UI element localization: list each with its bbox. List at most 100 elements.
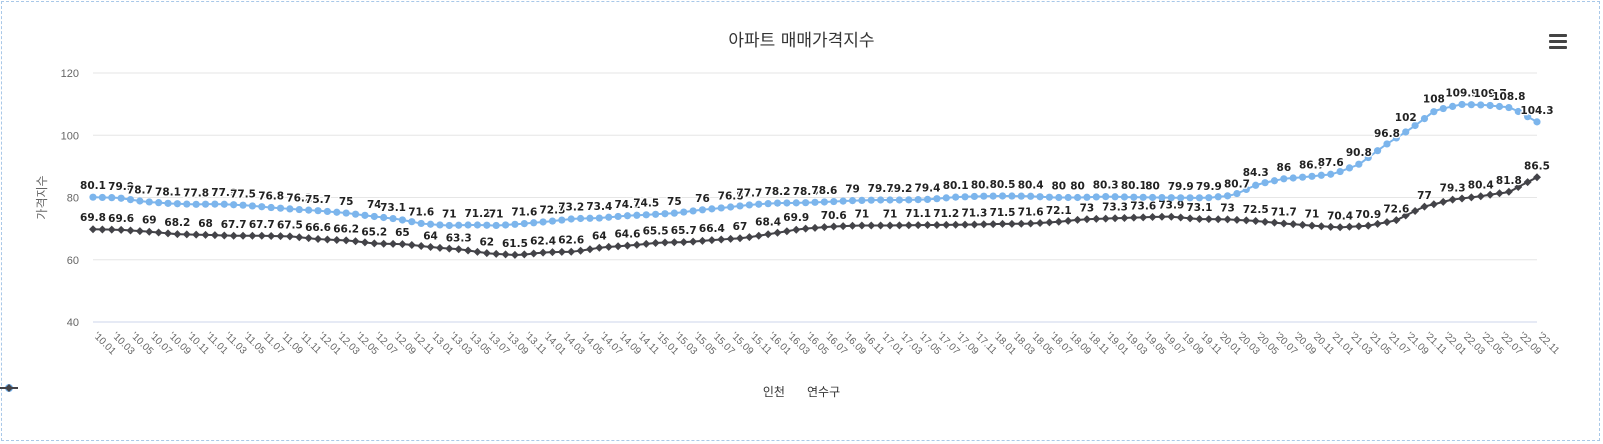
data-point xyxy=(1420,202,1429,211)
data-label: 80.4 xyxy=(1018,179,1044,191)
data-label: 74.5 xyxy=(633,198,659,210)
data-point xyxy=(979,220,988,229)
data-point xyxy=(717,235,726,244)
data-point xyxy=(389,239,398,248)
data-point xyxy=(454,245,463,254)
data-point xyxy=(1242,185,1250,194)
data-point xyxy=(370,212,378,221)
data-point xyxy=(595,243,604,252)
data-label: 72.5 xyxy=(1243,204,1269,216)
data-label: 86 xyxy=(1277,162,1292,174)
data-label: 70.9 xyxy=(1355,209,1381,221)
data-point xyxy=(98,193,106,202)
data-label: 78.3 xyxy=(793,186,819,198)
data-label: 73 xyxy=(1080,202,1095,214)
data-point xyxy=(998,219,1007,228)
data-point xyxy=(923,221,932,230)
data-label: 68.4 xyxy=(755,217,781,229)
data-point xyxy=(754,231,763,240)
data-point xyxy=(829,222,838,231)
data-point xyxy=(361,211,369,219)
data-point xyxy=(1298,173,1307,181)
data-point xyxy=(661,210,669,218)
data-point xyxy=(1533,173,1541,182)
data-label: 71 xyxy=(855,209,870,221)
data-point xyxy=(398,240,407,249)
data-point xyxy=(745,233,754,242)
data-point xyxy=(530,219,538,227)
data-point xyxy=(680,208,688,216)
data-point xyxy=(848,197,857,205)
data-point xyxy=(998,192,1007,200)
data-label: 80.4 xyxy=(971,179,997,191)
data-point xyxy=(182,230,191,239)
data-point xyxy=(248,231,257,240)
data-point xyxy=(942,220,951,229)
data-label: 71.6 xyxy=(408,207,434,219)
data-point xyxy=(548,217,557,225)
data-label: 63.3 xyxy=(446,232,472,244)
data-label: 75 xyxy=(667,196,682,208)
data-point xyxy=(792,199,800,207)
data-label: 64.6 xyxy=(615,228,641,240)
data-point xyxy=(1054,217,1063,226)
data-point xyxy=(604,242,613,251)
chart-menu-icon[interactable] xyxy=(1549,34,1567,49)
data-point xyxy=(304,234,313,243)
data-label: 72.3 xyxy=(539,204,565,216)
data-label: 87.6 xyxy=(1318,157,1344,169)
data-point xyxy=(989,220,998,229)
data-label: 65.5 xyxy=(643,226,669,238)
data-point xyxy=(1073,193,1082,202)
legend-item-yeonsu[interactable]: 연수구 xyxy=(0,383,840,400)
data-point xyxy=(623,241,632,250)
data-point xyxy=(89,225,97,234)
data-point xyxy=(126,226,135,235)
data-point xyxy=(1186,194,1194,202)
data-point xyxy=(1467,193,1476,202)
data-point xyxy=(1120,193,1129,201)
data-point xyxy=(117,225,126,234)
data-point xyxy=(192,230,201,239)
data-point xyxy=(558,216,566,224)
data-point xyxy=(1279,219,1288,228)
data-point xyxy=(1204,215,1213,224)
data-point xyxy=(1008,192,1016,200)
data-point xyxy=(970,192,979,201)
legend-label-incheon: 인천 xyxy=(762,385,785,399)
data-point xyxy=(1233,189,1241,198)
data-label: 71.6 xyxy=(511,207,537,219)
data-point xyxy=(1505,103,1513,112)
data-point xyxy=(633,211,641,219)
data-point xyxy=(642,239,651,248)
legend-item-incheon[interactable]: 인천 xyxy=(0,383,785,400)
data-point xyxy=(285,232,294,241)
data-label: 66.4 xyxy=(699,223,725,235)
data-point xyxy=(464,221,472,229)
data-point xyxy=(932,220,941,229)
data-label: 73.1 xyxy=(1186,202,1212,214)
data-point xyxy=(651,210,660,218)
data-label: 80.5 xyxy=(990,179,1016,191)
data-label: 79.3 xyxy=(1440,183,1466,195)
data-point xyxy=(192,200,200,208)
data-point xyxy=(230,201,238,209)
data-label: 71 xyxy=(489,209,504,221)
data-point xyxy=(904,221,913,230)
data-point xyxy=(839,222,848,231)
data-label: 79.4 xyxy=(915,182,941,194)
data-point xyxy=(1523,178,1532,187)
data-point xyxy=(1158,193,1166,202)
data-label: 77.8 xyxy=(183,187,209,199)
data-point xyxy=(970,220,979,229)
data-point xyxy=(764,230,773,239)
data-point xyxy=(135,227,144,236)
data-point xyxy=(332,235,341,244)
data-point xyxy=(1411,121,1419,130)
data-point xyxy=(276,204,285,212)
data-point xyxy=(323,207,332,216)
data-point xyxy=(1092,193,1100,201)
data-point xyxy=(1176,213,1185,222)
data-label: 71 xyxy=(1305,209,1320,221)
